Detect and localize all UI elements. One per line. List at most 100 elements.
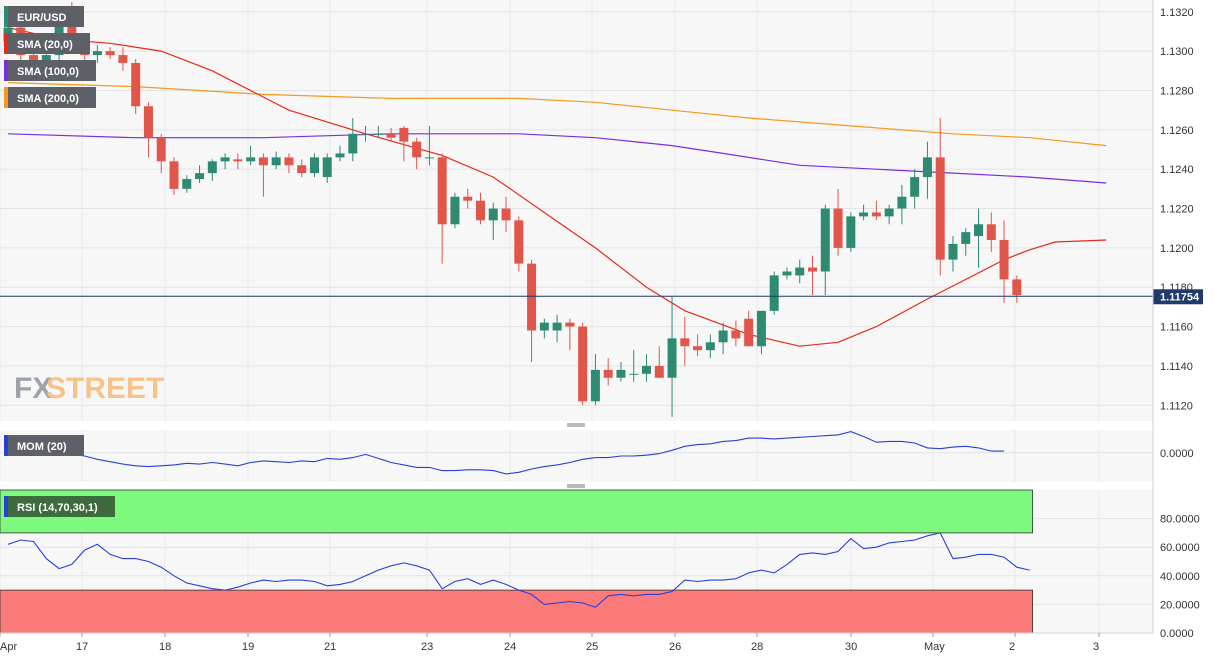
- candle: [527, 259, 537, 362]
- time-tick-label: 17: [76, 641, 88, 653]
- candle: [488, 202, 498, 241]
- candle: [284, 153, 294, 174]
- candle-body: [629, 373, 639, 375]
- price-tick-label: 1.1260: [1160, 125, 1194, 137]
- candle-body: [527, 263, 537, 331]
- time-tick-label: 25: [586, 641, 598, 653]
- sma200-path: [7, 82, 1107, 147]
- legend-sma20-swatch: [4, 33, 8, 54]
- candle-body: [948, 243, 958, 260]
- watermark-street: STREET: [46, 372, 164, 405]
- candle: [871, 200, 881, 221]
- price-tick-label: 1.1320: [1160, 7, 1194, 19]
- candle: [986, 212, 996, 252]
- last-price-value: 1.11754: [1160, 291, 1200, 303]
- candle-body: [859, 212, 869, 217]
- price-tick-label: 1.1300: [1160, 46, 1194, 58]
- candle: [233, 153, 243, 170]
- candle: [131, 59, 141, 115]
- legend-symbol-label: EUR/USD: [17, 12, 67, 24]
- candle-body: [207, 161, 217, 174]
- rsi-tick-label: 60.0000: [1160, 542, 1200, 554]
- time-tick-label: 23: [421, 641, 433, 653]
- candle-body: [552, 322, 562, 331]
- rsi-bands: [0, 489, 1033, 634]
- candle-body: [539, 322, 549, 331]
- candle: [769, 271, 779, 315]
- legend-sma200-swatch: [4, 87, 8, 108]
- candle-body: [820, 208, 830, 272]
- panel-splitter-2[interactable]: [567, 484, 585, 488]
- legend-sma100-bg: [4, 60, 96, 81]
- candle: [118, 47, 128, 71]
- price-tick-label: 1.1140: [1160, 361, 1193, 373]
- candle-body: [373, 133, 383, 135]
- candle: [552, 314, 562, 343]
- candle: [744, 310, 754, 347]
- candle-body: [105, 51, 115, 56]
- candle-body: [309, 157, 319, 174]
- candle: [399, 125, 409, 162]
- candle: [808, 255, 818, 296]
- time-axis: Apr 17 18 19 21 23 24 25 26 28 30 May 2 3: [0, 0, 1154, 653]
- sma100-path: [7, 133, 1107, 184]
- candle-body: [118, 55, 128, 63]
- time-tick-label: 26: [669, 641, 681, 653]
- candle: [246, 145, 256, 166]
- candle: [948, 236, 958, 272]
- candle-body: [182, 179, 192, 189]
- price-tick-label: 1.1200: [1160, 243, 1194, 255]
- time-tick-label: 30: [845, 641, 857, 653]
- candle-body: [220, 157, 230, 162]
- mom-tick-label: 0.0000: [1160, 448, 1194, 460]
- sma20-path: [7, 26, 1107, 347]
- time-tick-label: 21: [324, 641, 336, 653]
- candle-body: [131, 62, 141, 107]
- candle-body: [335, 153, 345, 158]
- candle-body: [986, 224, 996, 241]
- rsi-oversold-band: [0, 589, 1033, 634]
- mom-line: [7, 431, 1005, 475]
- candle-body: [654, 365, 664, 378]
- price-panel: [0, 0, 1153, 421]
- candle: [859, 204, 869, 221]
- candle: [897, 184, 907, 225]
- mom-path: [7, 431, 1005, 475]
- candle: [169, 157, 179, 195]
- candle-body: [590, 369, 600, 402]
- candle-body: [386, 133, 396, 138]
- rsi-tick-label: 20.0000: [1160, 599, 1200, 611]
- candle-body: [922, 157, 932, 178]
- candle-body: [412, 141, 422, 158]
- candle: [795, 259, 805, 284]
- candle-body: [769, 275, 779, 311]
- candle: [322, 153, 332, 183]
- candle: [156, 133, 166, 174]
- candle-body: [897, 196, 907, 209]
- rsi-tick-label: 80.0000: [1160, 514, 1200, 526]
- candle: [1012, 275, 1022, 303]
- candle-body: [514, 220, 524, 264]
- candle: [680, 316, 690, 366]
- sma20-line: [7, 26, 1107, 347]
- candle: [705, 334, 715, 359]
- candle: [654, 346, 664, 378]
- panel-splitter-1[interactable]: [567, 423, 585, 427]
- legend-sma200-bg: [4, 87, 96, 108]
- candle: [195, 165, 205, 183]
- legend-mom-label: MOM (20): [17, 441, 67, 453]
- candle: [335, 145, 345, 162]
- mom-grid: [0, 430, 1153, 482]
- candle: [348, 118, 358, 162]
- price-tick-label: 1.1160: [1160, 322, 1193, 334]
- fxstreet-watermark: FX STREET: [14, 372, 164, 405]
- candle-body: [1012, 279, 1022, 296]
- price-tick-label: 1.1240: [1160, 164, 1194, 176]
- candle: [578, 322, 588, 406]
- candle: [412, 137, 422, 170]
- candle: [258, 153, 268, 197]
- candle-body: [565, 322, 575, 327]
- mom-axis: 0.0000: [1160, 448, 1194, 460]
- candle: [884, 204, 894, 225]
- candle-body: [731, 330, 741, 339]
